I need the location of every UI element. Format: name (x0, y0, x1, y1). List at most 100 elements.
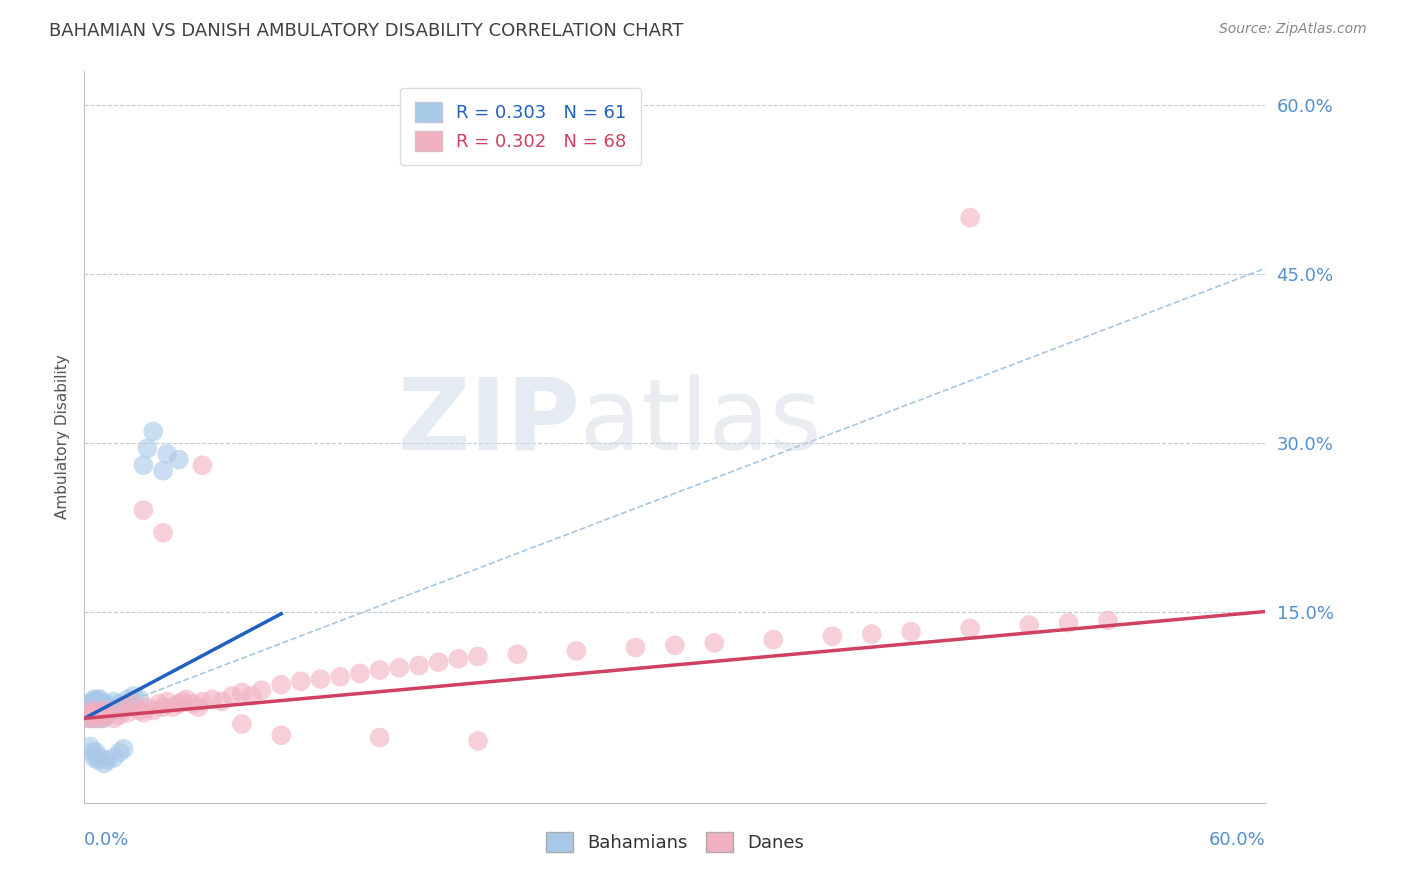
Point (83, 751, 105, 765)
Point (142, 425, 165, 439)
Point (156, 694, 179, 708)
Point (152, 464, 174, 478)
Point (148, 697, 170, 711)
Point (103, 694, 125, 708)
Point (221, 689, 243, 703)
Point (91, 704, 114, 718)
Point (93, 708, 115, 723)
Point (103, 711, 125, 725)
Point (172, 694, 194, 708)
Point (128, 692, 150, 706)
Text: ZIP: ZIP (398, 374, 581, 471)
Point (79, 739, 101, 754)
Point (1018, 618, 1040, 632)
Point (108, 708, 131, 723)
Point (142, 704, 165, 718)
Point (1057, 615, 1080, 630)
Point (240, 689, 263, 703)
Point (128, 704, 150, 718)
Point (89, 711, 111, 725)
Point (506, 647, 529, 661)
Text: atlas: atlas (581, 374, 823, 471)
Point (97, 704, 120, 718)
Point (94, 697, 117, 711)
Point (83, 704, 105, 718)
Point (82, 711, 104, 725)
Point (191, 694, 214, 708)
Point (132, 458, 155, 473)
Point (89, 700, 111, 714)
Point (860, 627, 883, 641)
Point (89, 706, 111, 720)
Point (87, 708, 110, 723)
Text: 60.0%: 60.0% (1209, 831, 1265, 849)
Point (290, 674, 312, 689)
Point (762, 632, 785, 647)
Point (349, 666, 371, 681)
Point (467, 649, 489, 664)
Legend: Bahamians, Danes: Bahamians, Danes (538, 825, 811, 860)
Point (388, 661, 411, 675)
Point (97, 706, 120, 720)
Point (176, 692, 198, 706)
Point (83, 697, 105, 711)
Point (136, 700, 159, 714)
Point (959, 211, 981, 225)
Point (75, 706, 97, 720)
Point (98, 706, 121, 720)
Point (75, 706, 97, 720)
Point (136, 442, 159, 456)
Point (117, 692, 139, 706)
Point (87, 697, 110, 711)
Text: BAHAMIAN VS DANISH AMBULATORY DISABILITY CORRELATION CHART: BAHAMIAN VS DANISH AMBULATORY DISABILITY… (49, 22, 683, 40)
Point (79, 708, 101, 723)
Point (368, 663, 391, 677)
Point (89, 751, 111, 765)
Point (152, 525, 174, 540)
Point (84, 694, 107, 708)
Point (112, 700, 135, 714)
Point (1097, 614, 1119, 628)
Point (132, 706, 155, 720)
Point (84, 706, 107, 720)
Point (270, 728, 292, 742)
Point (270, 678, 292, 692)
Point (87, 753, 110, 767)
Point (82, 704, 104, 718)
Point (82, 694, 104, 708)
Point (447, 652, 470, 666)
Point (79, 697, 101, 711)
Point (959, 621, 981, 635)
Point (122, 689, 145, 703)
Point (93, 700, 115, 714)
Point (94, 708, 117, 723)
Point (108, 697, 131, 711)
Point (83, 711, 105, 725)
Point (181, 697, 204, 711)
Point (84, 706, 107, 720)
Point (427, 655, 450, 669)
Point (250, 683, 273, 698)
Point (191, 458, 214, 473)
Point (104, 700, 127, 714)
Point (93, 756, 115, 771)
Point (408, 658, 430, 673)
Point (368, 731, 391, 745)
Point (87, 704, 110, 718)
Point (93, 711, 115, 725)
Text: 0.0%: 0.0% (84, 831, 129, 849)
Point (84, 700, 107, 714)
Point (83, 708, 105, 723)
Point (211, 694, 233, 708)
Point (84, 745, 107, 759)
Point (167, 697, 190, 711)
Point (84, 711, 107, 725)
Point (77, 711, 100, 725)
Point (132, 503, 155, 517)
Point (82, 706, 104, 720)
Text: Source: ZipAtlas.com: Source: ZipAtlas.com (1219, 22, 1367, 37)
Point (467, 734, 489, 748)
Point (122, 697, 145, 711)
Point (77, 711, 100, 725)
Point (97, 700, 120, 714)
